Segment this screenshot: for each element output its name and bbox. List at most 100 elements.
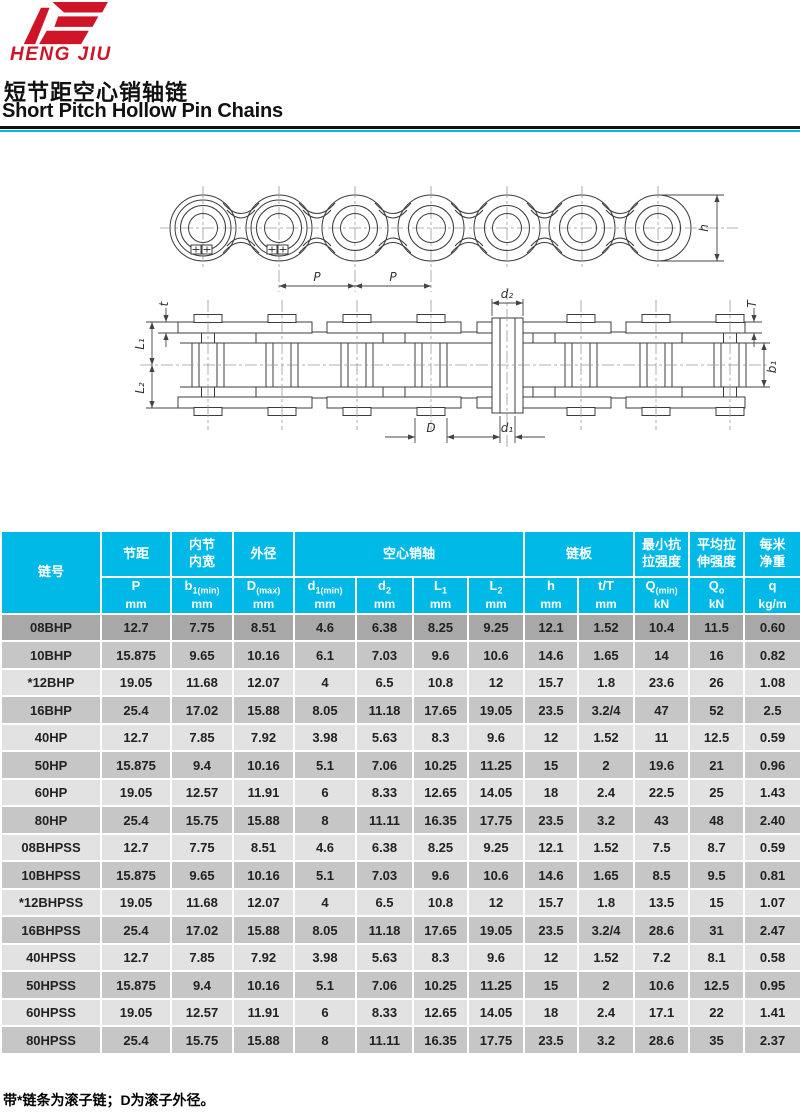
value-cell: 12	[523, 942, 580, 973]
value-cell: 16.35	[412, 805, 469, 835]
value-cell: 9.6	[412, 640, 469, 670]
value-cell: 19.05	[466, 695, 526, 725]
value-cell: 15.7	[523, 667, 580, 698]
value-cell: 23.5	[523, 1025, 580, 1055]
value-cell: 15.875	[100, 750, 172, 780]
value-cell: 10.16	[232, 750, 295, 780]
value-cell: 15.88	[232, 695, 295, 725]
chain-no-cell: 16BHP	[0, 695, 102, 725]
chain-plan-view	[140, 288, 770, 448]
value-cell: 15.75	[170, 1025, 234, 1055]
dim-label-l2: L₂	[133, 382, 147, 394]
table-row: 50HP 15.875 9.4 10.16 5.1 7.06 10.25 11.25 15 2 19…	[0, 750, 800, 780]
value-cell: 21	[688, 750, 746, 780]
value-cell: 11.68	[170, 667, 234, 698]
value-cell: 7.75	[170, 832, 234, 863]
value-cell: 9.6	[412, 860, 469, 890]
value-cell: 4	[293, 667, 357, 698]
value-cell: 14.6	[523, 860, 580, 890]
chain-no-cell: 10BHPSS	[0, 860, 102, 890]
chain-no-cell: 40HP	[0, 722, 102, 753]
col-symbol-Qo: Qo kN	[688, 576, 746, 615]
table-row: *12BHPSS 19.05 11.68 12.07 4 6.5 10.8 12 15.7 1.8…	[0, 887, 800, 918]
value-cell: 10.4	[633, 612, 691, 643]
value-cell: 10.8	[412, 887, 469, 918]
value-cell: 0.82	[743, 640, 800, 670]
value-cell: 23.6	[633, 667, 691, 698]
value-cell: 47	[633, 695, 691, 725]
value-cell: 14.05	[466, 777, 526, 808]
value-cell: 19.05	[100, 887, 172, 918]
value-cell: 2.5	[743, 695, 800, 725]
value-cell: 8.25	[412, 832, 469, 863]
chain-no-cell: 08BHPSS	[0, 832, 102, 863]
value-cell: 25	[688, 777, 746, 808]
value-cell: 9.65	[170, 640, 234, 670]
dim-label-p: P	[313, 270, 321, 284]
value-cell: 28.6	[633, 1025, 691, 1055]
value-cell: 11.11	[355, 1025, 414, 1055]
value-cell: 2.47	[743, 915, 800, 945]
value-cell: 15.75	[170, 805, 234, 835]
value-cell: 1.07	[743, 887, 800, 918]
value-cell: 9.6	[466, 942, 526, 973]
page-title-zh: 短节距空心销轴链	[4, 80, 189, 105]
value-cell: 10.16	[232, 640, 295, 670]
value-cell: 12.65	[412, 997, 469, 1028]
title-divider-black	[0, 126, 800, 129]
value-cell: 7.92	[232, 722, 295, 753]
dim-label-T: T	[745, 299, 759, 308]
value-cell: 8.3	[412, 722, 469, 753]
value-cell: 1.52	[577, 832, 636, 863]
value-cell: 17.65	[412, 695, 469, 725]
value-cell: 3.98	[293, 942, 357, 973]
value-cell: 17.75	[466, 805, 526, 835]
value-cell: 11.5	[688, 612, 746, 643]
col-header-hollow-pin: 空心销轴	[292, 530, 526, 578]
value-cell: 23.5	[523, 695, 580, 725]
value-cell: 11	[633, 722, 691, 753]
value-cell: 0.96	[743, 750, 800, 780]
value-cell: 6.1	[293, 640, 357, 670]
table-row: 60HPSS 19.05 12.57 11.91 6 8.33 12.65 14.05 18 2.…	[0, 997, 800, 1028]
value-cell: 12	[523, 722, 580, 753]
value-cell: 4.6	[293, 612, 357, 643]
value-cell: 28.6	[633, 915, 691, 945]
value-cell: 1.65	[577, 640, 636, 670]
table-row: 60HP 19.05 12.57 11.91 6 8.33 12.65 14.05 18 2.4 2…	[0, 777, 800, 808]
value-cell: 2.4	[577, 777, 636, 808]
value-cell: 12.07	[232, 887, 295, 918]
value-cell: 2	[577, 970, 636, 1000]
value-cell: 15	[523, 750, 580, 780]
chain-technical-drawing: P P h t L₁ L₂ T b₁	[133, 186, 779, 448]
value-cell: 19.05	[100, 667, 172, 698]
value-cell: 1.52	[577, 942, 636, 973]
value-cell: 0.59	[743, 832, 800, 863]
value-cell: 8.51	[232, 612, 295, 643]
value-cell: 3.2	[577, 1025, 636, 1055]
value-cell: 12.7	[100, 722, 172, 753]
value-cell: 10.8	[412, 667, 469, 698]
value-cell: 23.5	[523, 805, 580, 835]
value-cell: 2	[577, 750, 636, 780]
brand-logo-icon	[23, 2, 108, 45]
col-symbol-Dmax: D(max) mm	[232, 576, 295, 615]
value-cell: 1.8	[577, 667, 636, 698]
value-cell: 7.92	[232, 942, 295, 973]
value-cell: 5.1	[293, 750, 357, 780]
value-cell: 8.25	[412, 612, 469, 643]
value-cell: 35	[688, 1025, 746, 1055]
value-cell: 1.65	[577, 860, 636, 890]
value-cell: 0.59	[743, 722, 800, 753]
value-cell: 12.57	[170, 997, 234, 1028]
value-cell: 9.4	[170, 750, 234, 780]
value-cell: 0.60	[743, 612, 800, 643]
value-cell: 11.68	[170, 887, 234, 918]
value-cell: 12.1	[523, 832, 580, 863]
value-cell: 9.4	[170, 970, 234, 1000]
col-symbol-h: h mm	[523, 576, 580, 615]
value-cell: 10.25	[412, 750, 469, 780]
value-cell: 25.4	[100, 695, 172, 725]
value-cell: 8	[293, 1025, 357, 1055]
value-cell: 6	[293, 997, 357, 1028]
